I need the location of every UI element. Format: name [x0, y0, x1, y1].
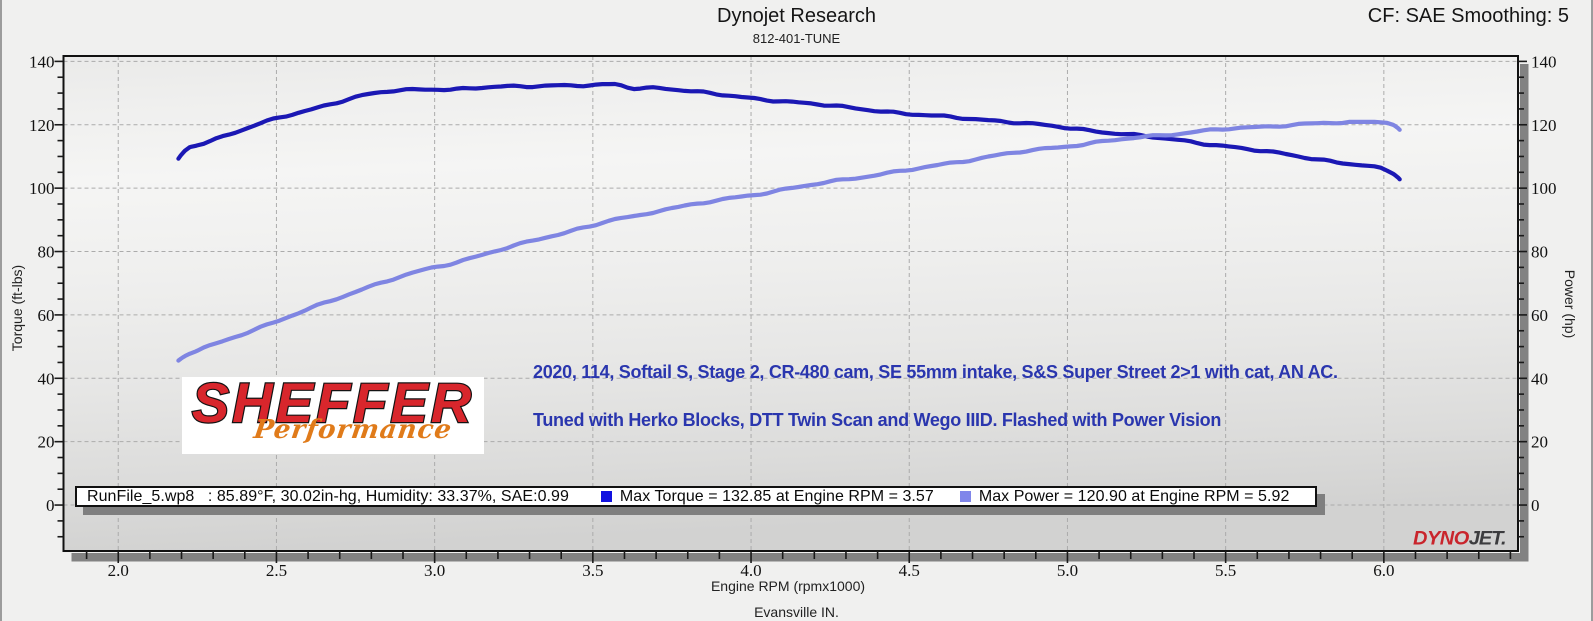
legend-bar: RunFile_5.wp8 : 85.89°F, 30.02in-hg, Hum…	[75, 486, 1317, 507]
y-tick-label-right: 20	[1531, 433, 1548, 452]
y-tick-label-left: 120	[29, 116, 55, 135]
y-tick-label-right: 60	[1531, 306, 1548, 325]
max-power-label: Max Power = 120.90 at Engine RPM = 5.92	[978, 487, 1290, 505]
max-torque-label: Max Torque = 132.85 at Engine RPM = 3.57	[619, 487, 934, 505]
x-axis-title: Engine RPM (rpmx1000)	[710, 578, 866, 594]
runfile-conditions-label: RunFile_5.wp8 : 85.89°F, 30.02in-hg, Hum…	[87, 487, 569, 505]
y-tick-label-left: 80	[38, 243, 55, 262]
y-tick-label-right: 100	[1531, 179, 1557, 198]
page-subtitle: 812-401-TUNE	[752, 31, 841, 46]
build-notes-line2: Tuned with Herko Blocks, DTT Twin Scan a…	[533, 410, 1222, 430]
y-tick-label-left: 0	[46, 496, 55, 515]
y-tick-label-left: 100	[29, 179, 55, 198]
window-edge-right	[1591, 0, 1593, 621]
dynojet-logo: DYNOJET.	[1413, 528, 1507, 551]
y-tick-label-right: 80	[1531, 243, 1548, 262]
torque-legend-swatch	[600, 491, 612, 502]
left-axis-title: Torque (ft-lbs)	[9, 264, 25, 352]
smoothing-label: CF: SAE Smoothing: 5	[1367, 5, 1569, 27]
sheffer-logo-text: SHEFFER	[191, 371, 475, 434]
x-tick-label: 4.0	[740, 561, 761, 580]
y-tick-label-right: 40	[1531, 369, 1548, 388]
footer-location: Evansville IN.	[754, 604, 839, 620]
page-title: Dynojet Research	[717, 5, 876, 27]
plot-area	[63, 56, 1518, 551]
x-tick-label: 3.0	[424, 561, 445, 580]
x-tick-label: 2.0	[108, 561, 129, 580]
x-tick-label: 4.5	[899, 561, 920, 580]
x-tick-label: 2.5	[266, 561, 287, 580]
y-tick-label-left: 20	[38, 433, 55, 452]
x-tick-label: 3.5	[582, 561, 603, 580]
y-tick-label-left: 60	[38, 306, 55, 325]
y-tick-label-right: 140	[1531, 52, 1557, 71]
plot-frame-shadow-bottom	[71, 553, 1529, 562]
x-tick-label: 5.0	[1057, 561, 1078, 580]
build-notes-line1: 2020, 114, Softail S, Stage 2, CR-480 ca…	[533, 362, 1338, 382]
sheffer-performance-logo: SHEFFER Performance	[182, 371, 484, 454]
power-curve	[176, 119, 1402, 363]
dynojet-logo-jet: JET.	[1468, 528, 1507, 550]
window-edge-left	[0, 0, 2, 621]
x-tick-label: 5.5	[1215, 561, 1236, 580]
y-tick-label-left: 140	[29, 52, 55, 71]
plot-frame-shadow-right	[1520, 64, 1529, 562]
y-tick-label-left: 40	[38, 369, 55, 388]
y-tick-label-right: 120	[1531, 116, 1557, 135]
sheffer-logo-subtext: Performance	[251, 415, 455, 445]
y-tick-label-right: 0	[1531, 496, 1540, 515]
plot-frame	[62, 55, 1519, 552]
x-tick-label: 6.0	[1373, 561, 1394, 580]
dynojet-logo-dyno: DYNO	[1413, 528, 1469, 550]
right-axis-title: Power (hp)	[1562, 269, 1578, 339]
torque-curve	[176, 81, 1402, 182]
power-legend-swatch	[959, 491, 971, 502]
